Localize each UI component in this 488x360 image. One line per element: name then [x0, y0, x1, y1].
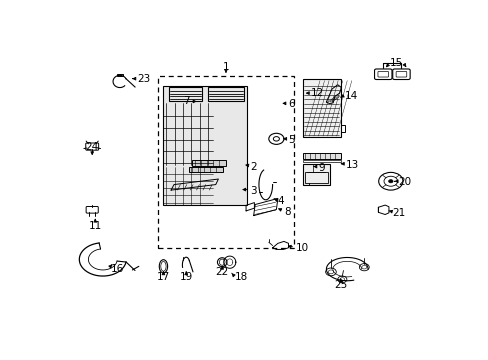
Text: 18: 18 — [234, 273, 247, 283]
Text: 23: 23 — [137, 74, 150, 84]
Text: 19: 19 — [179, 273, 192, 283]
Text: 10: 10 — [296, 243, 308, 253]
Text: 7: 7 — [183, 96, 189, 107]
Text: 21: 21 — [392, 208, 405, 218]
Text: 3: 3 — [250, 186, 257, 196]
Bar — [302, 159, 340, 162]
Bar — [117, 74, 122, 76]
Text: 17: 17 — [157, 273, 170, 283]
Bar — [189, 167, 223, 172]
Bar — [302, 153, 340, 159]
Text: 22: 22 — [215, 267, 228, 277]
Circle shape — [388, 180, 392, 183]
Text: 15: 15 — [389, 58, 402, 68]
Text: 24: 24 — [85, 142, 99, 152]
Text: 2: 2 — [250, 162, 257, 172]
Bar — [191, 159, 225, 166]
Text: 5: 5 — [288, 135, 295, 145]
Text: 16: 16 — [110, 264, 123, 274]
Text: 4: 4 — [277, 196, 284, 206]
Text: 9: 9 — [317, 163, 324, 173]
Bar — [163, 86, 246, 205]
Bar — [158, 76, 294, 248]
Bar — [302, 79, 340, 138]
Text: 1: 1 — [222, 62, 229, 72]
Bar — [304, 172, 327, 183]
Text: 11: 11 — [88, 221, 102, 231]
Text: 14: 14 — [344, 91, 357, 101]
Text: 8: 8 — [284, 207, 291, 217]
Text: 6: 6 — [288, 99, 295, 109]
Text: 13: 13 — [345, 160, 358, 170]
Bar — [340, 125, 345, 132]
Text: 12: 12 — [311, 88, 324, 98]
Bar — [169, 87, 202, 100]
Bar — [208, 87, 244, 100]
Text: 20: 20 — [398, 177, 411, 187]
Bar — [302, 164, 329, 185]
Text: 25: 25 — [333, 280, 346, 290]
